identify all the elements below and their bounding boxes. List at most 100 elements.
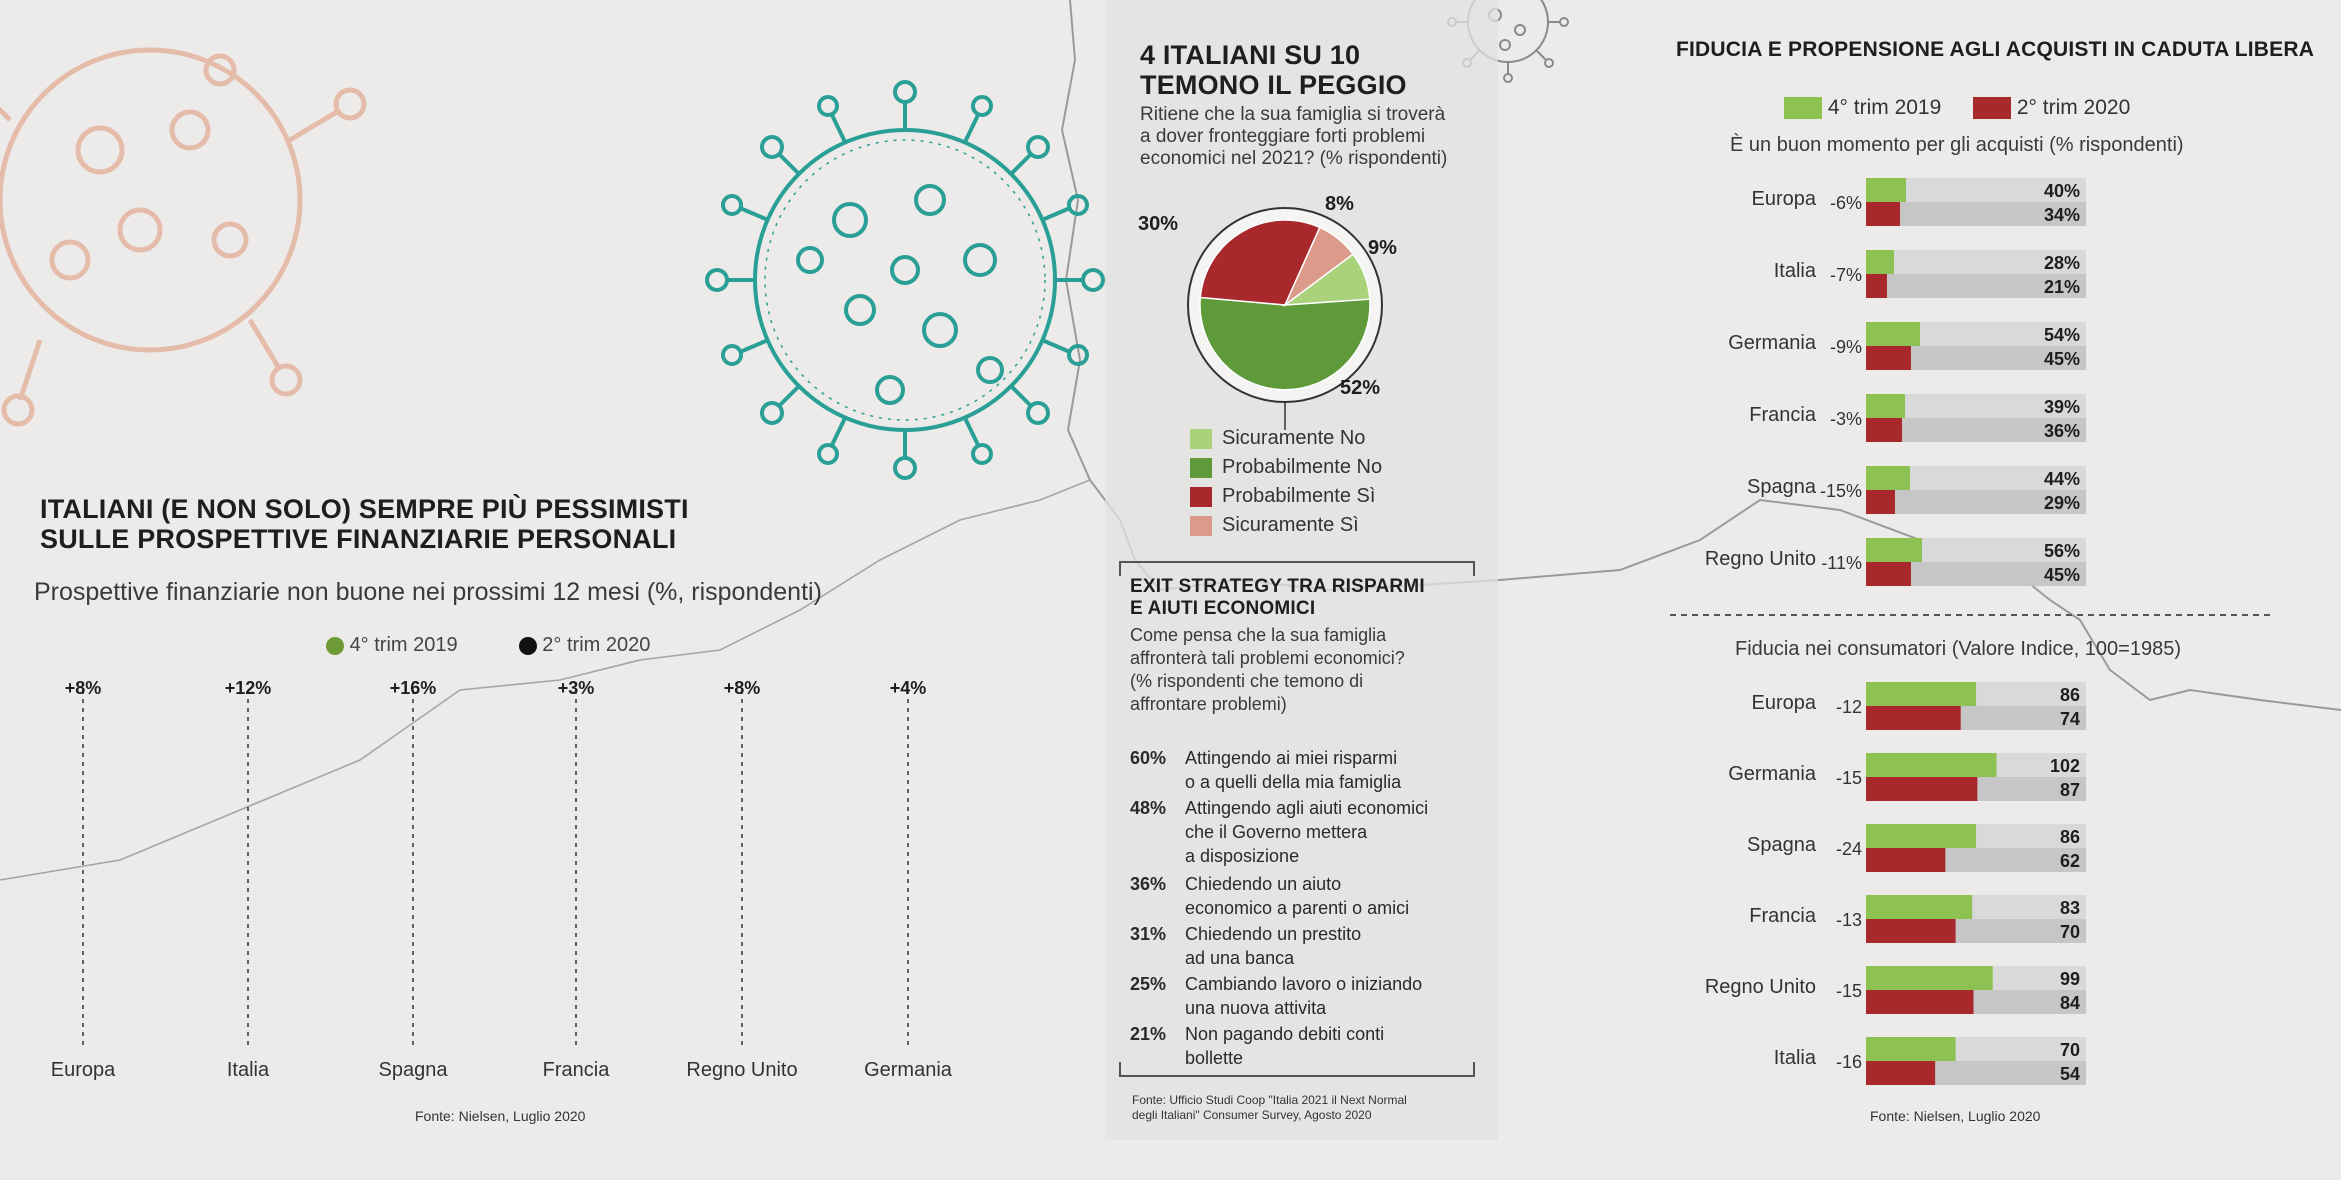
value-label-2020: 36% (2044, 421, 2080, 441)
center-panel (1105, 0, 1498, 1140)
bar-2019 (1866, 466, 1910, 490)
exit-item-text: a disposizione (1185, 846, 1300, 866)
legend-label-2020: 2° trim 2020 (2016, 96, 2131, 119)
exit-item-text: bollette (1185, 1048, 1244, 1068)
left-title-line1: ITALIANI (E NON SOLO) SEMPRE PIÙ PESSIMI… (40, 494, 689, 524)
pie-value-label: 8% (1325, 193, 1354, 215)
legend-swatch-2019 (1784, 97, 1822, 120)
bar-2020 (1866, 346, 1911, 370)
exit-question-line4: affrontare problemi) (1130, 694, 1287, 714)
category-label: Germania (1728, 763, 1817, 785)
category-label: Europa (51, 1059, 116, 1081)
category-label: Spagna (379, 1059, 449, 1081)
bubble-chart: 49%57%+8%Europa62%74%+12%Italia49%65%+16… (51, 678, 953, 1081)
exit-title-line1: EXIT STRATEGY TRA RISPARMI (1130, 576, 1425, 597)
pie-legend-label: Sicuramente No (1222, 427, 1366, 449)
bar-2020 (1866, 990, 1974, 1014)
bar-track (1866, 250, 2086, 274)
value-label-2020: 87 (2060, 780, 2080, 800)
bar-2019 (1866, 824, 1977, 848)
category-label: Regno Unito (1705, 548, 1816, 570)
exit-item-value: 60% (1130, 748, 1167, 768)
exit-item-value: 25% (1130, 974, 1167, 994)
change-label: -24 (1836, 839, 1862, 859)
change-label: -6% (1830, 193, 1862, 213)
bar-2020 (1866, 274, 1887, 298)
change-label: -16 (1836, 1052, 1862, 1072)
bar-2020 (1866, 490, 1895, 514)
value-label-2020: 54 (2060, 1064, 2080, 1084)
exit-item-text: una nuova attivita (1185, 998, 1327, 1018)
pie-legend-label: Probabilmente Sì (1222, 485, 1376, 507)
category-label: Germania (864, 1059, 953, 1081)
value-label-2020: 74 (2060, 709, 2080, 729)
category-label: Regno Unito (1705, 976, 1816, 998)
change-label: +8% (724, 678, 761, 698)
center-title-line2: TEMONO IL PEGGIO (1140, 70, 1407, 100)
exit-item: 31% Chiedendo un prestito ad una banca (1130, 922, 1465, 970)
pie-slice (1199, 219, 1321, 306)
change-label: +16% (390, 678, 437, 698)
exit-item: 60% Attingendo ai miei risparmi o a quelli… (1130, 746, 1465, 794)
exit-item: 36% Chiedendo un aiuto economico a parenti… (1130, 872, 1465, 920)
exit-item-text: Attingendo agli aiuti economici (1185, 798, 1429, 818)
bar-track (1866, 202, 2086, 226)
legend-dot-2019 (326, 636, 344, 655)
bar-track (1866, 490, 2086, 514)
right-subtitle-2: Fiducia nei consumatori (Valore Indice, … (1735, 638, 2181, 660)
bar-2020 (1866, 562, 1911, 586)
bar-2019 (1866, 1037, 1956, 1061)
value-label-2019: 83 (2060, 898, 2080, 918)
pie-value-label: 52% (1340, 377, 1380, 399)
value-label-2019: 44% (2044, 469, 2080, 489)
bar-2020 (1866, 848, 1946, 872)
right-legend: 4° trim 2019 2° trim 2020 (1784, 96, 2130, 120)
center-question-line3: economici nel 2021? (% rispondenti) (1140, 148, 1448, 169)
value-label-2020: 21% (2044, 277, 2080, 297)
value-label-2020: 62 (2060, 851, 2080, 871)
change-label: -7% (1830, 265, 1862, 285)
exit-question-line2: affronterà tali problemi economici? (1130, 648, 1405, 668)
change-label: -15 (1836, 981, 1862, 1001)
value-label-2020: 29% (2044, 493, 2080, 513)
bar-2020 (1866, 418, 1902, 442)
bar-2019 (1866, 895, 1973, 919)
left-subtitle: Prospettive finanziarie non buone nei pr… (34, 578, 822, 606)
bar-2019 (1866, 966, 1993, 990)
category-label: Francia (1749, 905, 1817, 927)
center-source-line1: Fonte: Ufficio Studi Coop "Italia 2021 i… (1132, 1093, 1407, 1107)
virus-icon-faded (0, 47, 367, 427)
value-label-2019: 39% (2044, 397, 2080, 417)
change-label: -15 (1836, 768, 1862, 788)
divider (1670, 614, 2270, 616)
pie-value-label: 9% (1368, 237, 1397, 259)
change-label: -11% (1821, 553, 1862, 573)
change-label: -3% (1830, 409, 1862, 429)
legend-label-2019: 4° trim 2019 (1827, 96, 1942, 119)
value-label-2020: 84 (2060, 993, 2080, 1013)
legend-label-2020: 2° trim 2020 (542, 634, 651, 656)
bar-2019 (1866, 753, 1997, 777)
exit-title-line2: E AIUTI ECONOMICI (1130, 598, 1316, 619)
exit-title: EXIT STRATEGY TRA RISPARMI E AIUTI ECONO… (1130, 576, 1425, 620)
virus-icon (705, 80, 1105, 480)
value-label-2019: 99 (2060, 969, 2080, 989)
bar-2019 (1866, 538, 1922, 562)
category-label: Germania (1728, 332, 1817, 354)
exit-item: 25% Cambiando lavoro o iniziando una nuova… (1130, 972, 1465, 1020)
crack-line-left (0, 479, 1091, 881)
exit-item-value: 48% (1130, 798, 1167, 818)
bar-2020 (1866, 777, 1978, 801)
change-label: +3% (558, 678, 595, 698)
value-label-2019: 102 (2050, 756, 2080, 776)
pie-legend-swatch (1190, 428, 1212, 449)
exit-item-text: che il Governo mettera (1185, 822, 1368, 842)
pie-legend-label: Sicuramente Sì (1222, 514, 1359, 536)
bar-2020 (1866, 706, 1961, 730)
exit-item-text: Cambiando lavoro o iniziando (1185, 974, 1423, 994)
exit-item-text: o a quelli della mia famiglia (1185, 772, 1402, 792)
bar-track (1866, 274, 2086, 298)
pie-slice (1199, 296, 1371, 391)
pie-legend-swatch (1190, 486, 1212, 507)
